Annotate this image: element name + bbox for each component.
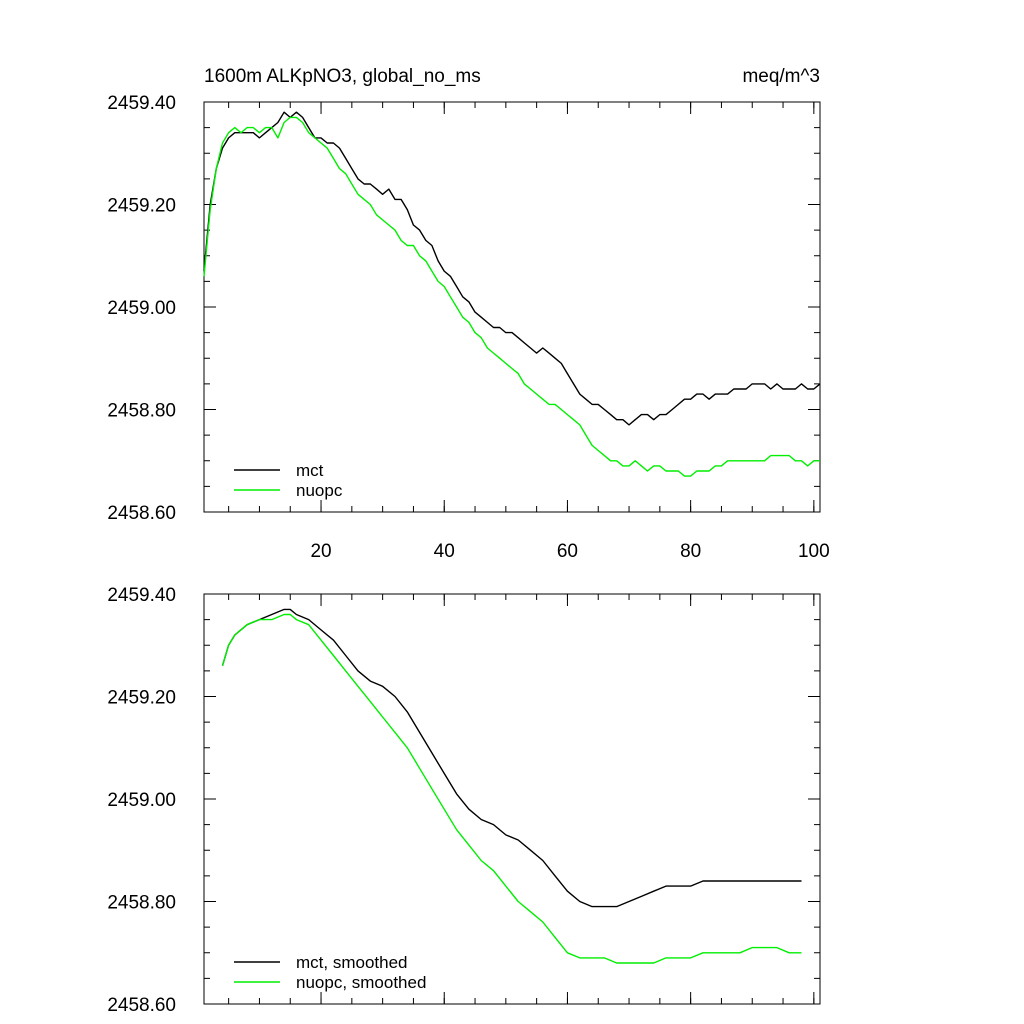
y-tick-label: 2458.80 — [107, 893, 176, 914]
y-tick-label: 2458.60 — [107, 503, 176, 524]
y-tick-label: 2459.20 — [107, 688, 176, 709]
y-tick-label: 2459.40 — [107, 585, 176, 606]
chart-units: meq/m^3 — [742, 66, 820, 87]
y-tick-label: 2459.40 — [107, 93, 176, 114]
y-tick-label: 2458.80 — [107, 401, 176, 422]
bottom-panel: 2458.60 2458.80 2459.00 2459.20 2459.40 mct, … — [107, 585, 821, 1016]
legend-label: mct — [296, 461, 324, 480]
chart-title: 1600m ALKpNO3, global_no_ms — [204, 66, 481, 87]
series-line — [221, 608, 802, 908]
x-tick-label: 60 — [557, 541, 578, 562]
plot-frame — [203, 101, 821, 513]
legend-label: nuopc, smoothed — [296, 973, 426, 992]
series-line — [203, 116, 820, 477]
series-line — [221, 613, 802, 964]
x-tick-label: 100 — [798, 541, 830, 562]
y-tick-label: 2458.60 — [107, 995, 176, 1016]
plot-frame — [203, 593, 821, 1005]
series-line — [203, 111, 821, 426]
y-tick-label: 2459.20 — [107, 196, 176, 217]
top-panel: 2458.60 2458.80 2459.00 2459.20 2459.40 20 40 6… — [107, 93, 829, 562]
x-tick-label: 40 — [434, 541, 455, 562]
y-tick-label: 2459.00 — [107, 790, 176, 811]
legend-label: mct, smoothed — [296, 953, 408, 972]
legend-label: nuopc — [296, 481, 343, 500]
x-tick-label: 20 — [310, 541, 331, 562]
x-tick-label: 80 — [680, 541, 701, 562]
y-tick-label: 2459.00 — [107, 298, 176, 319]
